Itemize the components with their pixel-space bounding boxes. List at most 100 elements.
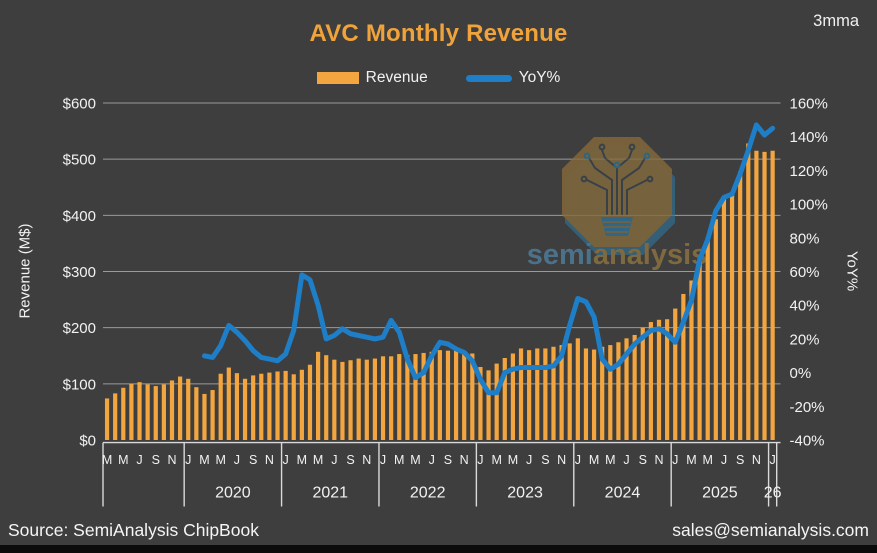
right-axis-tick-label: 140% bbox=[790, 129, 828, 146]
year-label: 2025 bbox=[702, 485, 738, 502]
revenue-bar bbox=[324, 355, 329, 440]
left-axis-tick-label: $400 bbox=[63, 208, 96, 225]
revenue-bar bbox=[283, 370, 288, 440]
legend-revenue-label: Revenue bbox=[365, 69, 428, 86]
logo-word-semi: semi bbox=[527, 239, 593, 271]
month-tick-label: J bbox=[331, 453, 337, 467]
revenue-bar bbox=[178, 376, 183, 440]
left-axis-tick-label: $100 bbox=[63, 376, 96, 393]
revenue-bar bbox=[380, 356, 386, 440]
month-tick-label: M bbox=[102, 453, 112, 467]
year-label: 2022 bbox=[410, 485, 446, 502]
revenue-bar bbox=[121, 387, 126, 440]
revenue-swatch-icon bbox=[316, 72, 359, 84]
left-axis-tick-label: $600 bbox=[63, 96, 96, 113]
revenue-bar bbox=[307, 364, 313, 440]
revenue-bar bbox=[705, 237, 710, 440]
month-tick-label: M bbox=[702, 453, 712, 467]
revenue-bar bbox=[689, 280, 694, 440]
revenue-bar bbox=[437, 350, 442, 440]
month-tick-label: M bbox=[686, 453, 696, 467]
right-axis-tick-label: 120% bbox=[790, 163, 828, 180]
revenue-bar bbox=[397, 354, 402, 440]
year-label: 2020 bbox=[215, 485, 251, 502]
revenue-bar bbox=[616, 342, 621, 440]
month-tick-label: J bbox=[185, 453, 191, 467]
revenue-bar bbox=[510, 353, 516, 440]
month-tick-label: M bbox=[589, 453, 599, 467]
revenue-bar bbox=[673, 308, 678, 440]
revenue-bar bbox=[356, 358, 361, 440]
month-tick-label: S bbox=[639, 453, 647, 467]
revenue-bar bbox=[494, 363, 499, 440]
right-axis-tick-label: 40% bbox=[790, 298, 820, 315]
month-tick-label: J bbox=[477, 453, 483, 467]
revenue-bar bbox=[129, 383, 134, 440]
revenue-bar bbox=[486, 370, 491, 440]
month-tick-label: N bbox=[654, 453, 663, 467]
month-tick-label: N bbox=[167, 453, 176, 467]
month-tick-label: M bbox=[410, 453, 420, 467]
revenue-bar bbox=[186, 378, 191, 440]
yoy-swatch-icon bbox=[465, 74, 512, 82]
right-axis-tick-label: 160% bbox=[790, 96, 828, 113]
left-axis-tick-label: $200 bbox=[63, 320, 96, 337]
month-tick-label: N bbox=[752, 453, 761, 467]
logo-word-analysis: analysis bbox=[593, 239, 707, 271]
revenue-bar bbox=[242, 378, 248, 440]
page-title: AVC Monthly Revenue bbox=[309, 20, 568, 47]
right-axis-tick-label: -20% bbox=[790, 399, 825, 416]
month-tick-label: J bbox=[575, 453, 581, 467]
month-tick-label: J bbox=[721, 453, 727, 467]
revenue-bar bbox=[234, 373, 240, 440]
right-axis-tick-label: 80% bbox=[790, 230, 820, 247]
left-axis-tick-label: $0 bbox=[79, 433, 96, 450]
year-label: 2024 bbox=[605, 485, 641, 502]
revenue-bar bbox=[315, 351, 321, 440]
month-tick-label: J bbox=[770, 453, 776, 467]
right-axis-tick-label: -40% bbox=[790, 433, 825, 450]
revenue-bar bbox=[364, 359, 369, 440]
revenue-bar bbox=[713, 219, 718, 440]
revenue-bar bbox=[478, 366, 483, 440]
revenue-bar bbox=[754, 150, 759, 440]
revenue-bar bbox=[640, 327, 645, 440]
month-tick-label: J bbox=[672, 453, 678, 467]
revenue-bar bbox=[210, 390, 215, 440]
logo-wordmark: semianalysis bbox=[527, 239, 708, 271]
revenue-bar bbox=[591, 349, 597, 440]
revenue-bar bbox=[169, 380, 175, 440]
revenue-bar bbox=[746, 143, 751, 440]
revenue-bar bbox=[453, 350, 459, 440]
footer-source: Source: SemiAnalysis ChipBook bbox=[8, 520, 259, 540]
revenue-bar bbox=[372, 358, 378, 440]
revenue-bar bbox=[600, 346, 605, 440]
revenue-bar bbox=[559, 345, 564, 440]
revenue-bar bbox=[518, 348, 524, 440]
right-axis-tick-label: 100% bbox=[790, 197, 828, 214]
revenue-bar bbox=[389, 356, 394, 440]
revenue-bar bbox=[656, 319, 662, 440]
right-axis-tick-label: 20% bbox=[790, 331, 820, 348]
month-tick-label: N bbox=[460, 453, 469, 467]
revenue-bar bbox=[194, 387, 199, 440]
month-tick-label: S bbox=[736, 453, 744, 467]
revenue-bar bbox=[413, 354, 418, 440]
revenue-bar bbox=[632, 334, 637, 440]
revenue-bar bbox=[299, 369, 304, 440]
month-tick-label: M bbox=[491, 453, 501, 467]
right-axis-tick-label: 60% bbox=[790, 264, 820, 281]
revenue-bar bbox=[332, 359, 337, 440]
month-tick-label: M bbox=[199, 453, 209, 467]
revenue-bar bbox=[348, 360, 353, 440]
month-tick-label: J bbox=[526, 453, 532, 467]
revenue-bar bbox=[145, 384, 150, 440]
month-tick-label: S bbox=[152, 453, 160, 467]
revenue-bar bbox=[137, 382, 142, 440]
revenue-bar bbox=[275, 371, 280, 440]
month-tick-label: M bbox=[215, 453, 225, 467]
year-label: 2023 bbox=[507, 485, 543, 502]
revenue-bar bbox=[429, 351, 434, 440]
revenue-bar bbox=[624, 338, 629, 440]
